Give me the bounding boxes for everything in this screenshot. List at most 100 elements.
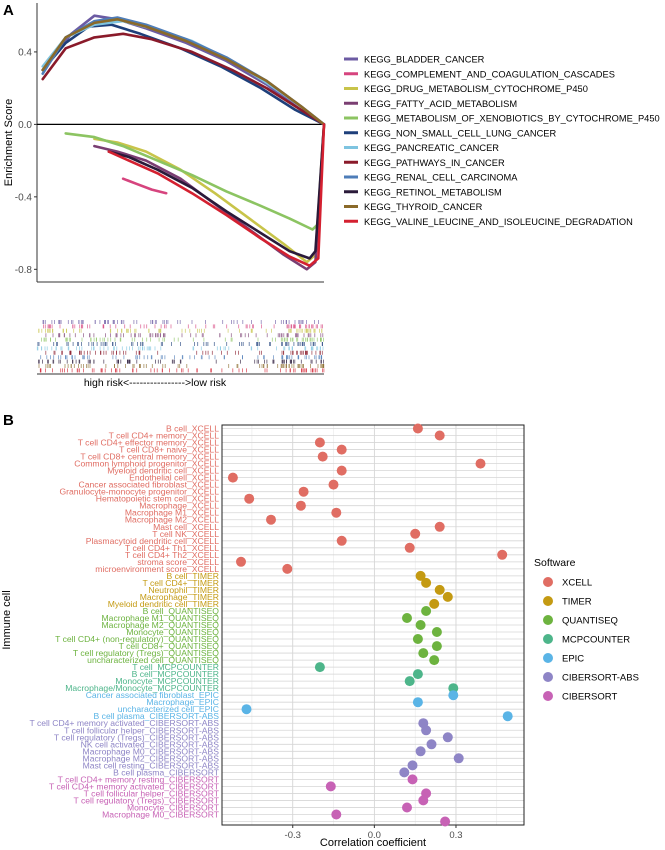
- immune-cell-label: B cell_TIMER: [166, 571, 219, 581]
- correlation-point: [415, 746, 426, 757]
- correlation-point: [421, 725, 432, 736]
- immune-cell-label: T cell CD8+ central memory_XCELL: [80, 452, 219, 462]
- correlation-point: [402, 613, 412, 623]
- panel-b-label: B: [3, 412, 14, 429]
- legend-label: KEGG_PANCREATIC_CANCER: [364, 143, 499, 153]
- immune-cell-label: Macrophage M2_XCELL: [125, 515, 219, 525]
- correlation-point: [442, 732, 453, 743]
- immune-cell-label: B cell_QUANTISEQ: [143, 606, 220, 616]
- correlation-point: [434, 430, 445, 441]
- legend-label: KEGG_FATTY_ACID_METABOLISM: [364, 99, 517, 109]
- correlation-point: [448, 690, 459, 701]
- legend-label: KEGG_DRUG_METABOLISM_CYTOCHROME_P450: [364, 84, 588, 94]
- plot-border: [221, 424, 525, 826]
- legend-label: KEGG_COMPLEMENT_AND_COAGULATION_CASCADES: [364, 69, 615, 79]
- correlation-point: [442, 591, 453, 602]
- immune-cell-label: Macrophage M2_QUANTISEQ: [102, 620, 220, 630]
- x-tick-label: -0.3: [285, 830, 301, 841]
- legend-dot: [543, 596, 553, 606]
- immune-cell-label: B cell plasma_CIBERSORT-ABS: [94, 711, 220, 721]
- immune-cell-label: Monocyte_QUANTISEQ: [126, 627, 219, 637]
- correlation-point: [429, 598, 440, 609]
- y-tick-label: 0.4: [18, 47, 32, 58]
- immune-cell-label: T cell CD8+ naive_XCELL: [119, 445, 219, 455]
- immune-cell-label: Common lymphoid progenitor_XCELL: [74, 459, 219, 469]
- immune-cell-label: T cell CD4+_TIMER: [143, 578, 220, 588]
- enrichment-line-9: [41, 16, 326, 126]
- correlation-point: [325, 781, 336, 792]
- y-tick-label: -0.4: [15, 192, 33, 203]
- legend-label: KEGG_PATHWAYS_IN_CANCER: [364, 158, 505, 168]
- immune-cell-label: uncharacterized cell_EPIC: [118, 704, 219, 714]
- immune-cell-label: T cell CD4+ memory activated_CIBERSORT-A…: [29, 718, 219, 728]
- correlation-point: [244, 493, 255, 504]
- enrichment-line-5: [64, 123, 326, 231]
- correlation-point: [236, 556, 246, 567]
- enrichment-line-1: [41, 14, 326, 126]
- correlation-point: [440, 816, 451, 827]
- correlation-point: [429, 655, 440, 666]
- immune-cell-label: microenvironment score_XCELL: [95, 564, 219, 574]
- legend-label: MCPCOUNTER: [562, 635, 630, 646]
- correlation-point: [331, 809, 342, 820]
- immune-cell-label: Macrophage M1_XCELL: [125, 508, 219, 518]
- immune-cell-label: Endothelial cell_XCELL: [129, 473, 219, 483]
- correlation-point: [410, 528, 421, 539]
- legend-label: KEGG_NON_SMALL_CELL_LUNG_CANCER: [364, 128, 556, 138]
- legend-label: KEGG_THYROID_CANCER: [364, 202, 483, 212]
- correlation-point: [404, 542, 415, 553]
- immune-cell-label: T cell regulatory (Tregs)_CIBERSORT-ABS: [54, 732, 219, 742]
- immune-cell-label: Cancer associated fibroblast_EPIC: [86, 690, 219, 700]
- immune-cell-label: Macrophage_XCELL: [139, 501, 219, 511]
- correlation-point: [475, 458, 486, 469]
- gene-hit-barcode: [36, 320, 325, 375]
- enrichment-line-8: [41, 32, 326, 126]
- immune-cell-label: uncharacterized cell_QUANTISEQ: [87, 655, 219, 665]
- correlation-point: [412, 697, 423, 708]
- immune-cell-label: Monocyte_CIBERSORT: [127, 802, 220, 812]
- correlation-point: [298, 486, 309, 497]
- software-legend: Software XCELL TIMER QUANTISEQ MCPCOUNTER EPI…: [534, 557, 639, 703]
- x-axis-title: Correlation coefficient: [320, 837, 426, 849]
- legend-dot: [543, 634, 553, 644]
- immune-cell-label: Macrophage/Monocyte_MCPCOUNTER: [65, 683, 219, 693]
- correlation-point: [407, 774, 418, 785]
- correlation-point: [407, 760, 418, 771]
- correlation-point: [431, 641, 442, 652]
- immune-cell-label: T cell CD4+ memory_XCELL: [109, 431, 220, 441]
- immune-cell-label: T cell CD4+ Th1_XCELL: [125, 543, 219, 553]
- enrichment-line-11: [41, 17, 326, 126]
- correlation-point: [502, 711, 513, 722]
- y-tick-label: -0.8: [15, 265, 33, 276]
- y-axis-title: Immune cell: [1, 590, 13, 649]
- y-axis-title: Enrichment Score: [3, 99, 15, 186]
- correlation-point: [431, 627, 442, 637]
- correlation-point: [402, 802, 412, 813]
- legend-dot: [543, 577, 553, 587]
- immune-cell-label: Macrophage M1_QUANTISEQ: [102, 613, 220, 623]
- immune-cell-label: Hematopoietic stem cell_XCELL: [96, 494, 219, 504]
- correlation-point: [426, 739, 437, 750]
- immune-cell-label: T cell CD4+ Th2_XCELL: [125, 550, 219, 560]
- immune-cell-label: stroma score_XCELL: [137, 557, 219, 567]
- legend-label: KEGG_RENAL_CELL_CARCINOMA: [364, 173, 518, 183]
- correlation-point: [404, 676, 415, 687]
- correlation-point: [399, 767, 410, 778]
- immune-cell-label: T cell CD8+_QUANTISEQ: [119, 641, 220, 651]
- enrichment-line-2: [121, 177, 168, 195]
- legend-label: KEGG_RETINOL_METABOLISM: [364, 187, 502, 197]
- correlation-point: [295, 500, 306, 511]
- correlation-point: [418, 648, 429, 659]
- legend-label: KEGG_METABOLISM_OF_XENOBIOTICS_BY_CYTOCH…: [364, 114, 660, 124]
- immune-cell-label: T cell regulatory (Tregs)_CIBERSORT: [74, 795, 220, 805]
- correlation-point: [434, 584, 445, 595]
- correlation-point: [266, 514, 276, 525]
- immune-cell-label: T cell CD4+ memory activated_CIBERSORT: [49, 781, 220, 791]
- immune-cell-label: Plasmacytoid dendritic cell_XCELL: [86, 536, 219, 546]
- immune-cell-label: T cell CD4+ effector memory_XCELL: [78, 438, 220, 448]
- correlation-point: [453, 753, 464, 764]
- legend-dot: [543, 615, 553, 625]
- immune-cell-label: Myeloid dendritic cell_XCELL: [107, 466, 219, 476]
